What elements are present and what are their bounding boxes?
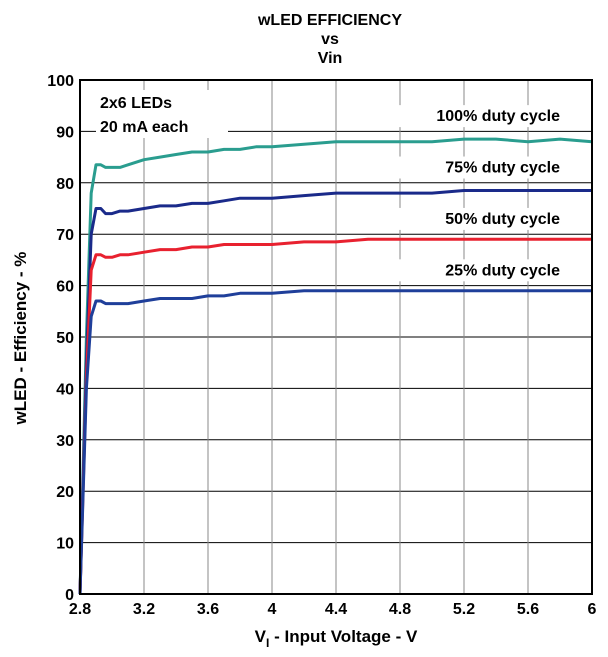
y-tick-label: 60 <box>56 279 74 296</box>
series-label-4: 25% duty cycle <box>445 262 560 279</box>
y-tick-label: 0 <box>65 587 74 604</box>
y-tick-labels: 0 10 20 30 40 50 60 70 80 90 100 <box>47 73 74 604</box>
series-lines <box>78 137 593 595</box>
series-labels: 100% duty cycle 75% duty cycle 50% duty cy… <box>384 105 564 282</box>
y-tick-label: 70 <box>56 227 74 244</box>
x-tick-label: 4.8 <box>389 601 411 618</box>
x-tick-label: 5.2 <box>453 601 475 618</box>
series-label-bg <box>384 259 564 282</box>
chart-title-line-2: vs <box>321 31 339 48</box>
y-tick-label: 80 <box>56 176 74 193</box>
series-label-3: 50% duty cycle <box>445 211 560 228</box>
y-tick-label: 10 <box>56 536 74 553</box>
chart-title-line-1: wLED EFFICIENCY <box>257 12 402 29</box>
x-tick-label: 4.4 <box>325 601 347 618</box>
series-line-2 <box>78 189 592 595</box>
chart-title-line-3: Vin <box>318 50 343 67</box>
y-tick-label: 50 <box>56 330 74 347</box>
annotation-line-1: 2x6 LEDs <box>100 95 172 112</box>
series-label-bg <box>384 105 564 128</box>
x-tick-label: 5.6 <box>517 601 539 618</box>
series-label-1: 100% duty cycle <box>436 108 560 125</box>
y-tick-label: 30 <box>56 433 74 450</box>
series-line-3 <box>78 237 592 595</box>
annotation-box: 2x6 LEDs 20 mA each <box>96 90 228 138</box>
x-tick-label: 4 <box>268 601 277 618</box>
y-tick-label: 90 <box>56 124 74 141</box>
x-tick-label: 2.8 <box>69 601 91 618</box>
series-label-bg <box>384 207 564 230</box>
x-tick-labels: 2.8 3.2 3.6 4 4.4 4.8 5.2 5.6 6 <box>69 601 597 618</box>
y-tick-label: 20 <box>56 484 74 501</box>
x-axis-label: VI - Input Voltage - V <box>255 627 418 650</box>
x-tick-label: 3.6 <box>197 601 219 618</box>
series-line-1 <box>78 137 593 595</box>
y-tick-label: 40 <box>56 381 74 398</box>
plot-frame <box>79 79 593 595</box>
series-label-2: 75% duty cycle <box>445 160 560 177</box>
annotation-line-2: 20 mA each <box>100 119 188 136</box>
y-axis-label: wLED - Efficiency - % <box>11 252 30 426</box>
x-tick-label: 6 <box>588 601 597 618</box>
y-tick-label: 100 <box>47 73 74 90</box>
series-label-bg <box>384 156 564 179</box>
x-tick-label: 3.2 <box>133 601 155 618</box>
series-line-4 <box>78 289 592 595</box>
